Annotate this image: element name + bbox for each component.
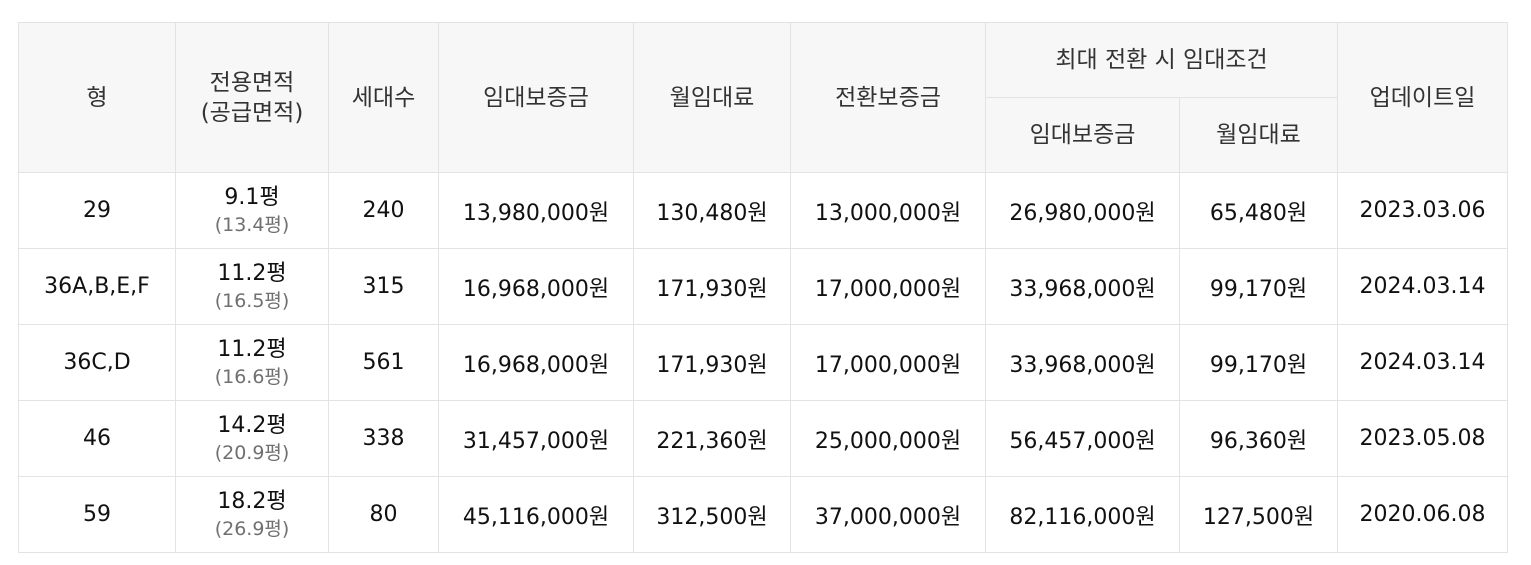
header-updated: 업데이트일 [1337, 22, 1508, 173]
cell-updated: 2023.05.08 [1337, 400, 1508, 477]
cell-area-supply: (16.6평) [214, 365, 290, 388]
cell-max-monthly-rent: 96,360원 [1179, 400, 1338, 477]
cell-monthly-rent: 171,930원 [633, 324, 791, 401]
cell-deposit: 45,116,000원 [438, 476, 634, 553]
table-row: 59 18.2평 (26.9평) 80 45,116,000원 312,500원… [18, 476, 1508, 553]
cell-conversion-deposit: 17,000,000원 [790, 324, 986, 401]
cell-monthly-rent: 130,480원 [633, 172, 791, 249]
cell-updated: 2023.03.06 [1337, 172, 1508, 249]
cell-area-exclusive: 9.1평 [224, 184, 280, 210]
cell-max-monthly-rent: 99,170원 [1179, 324, 1338, 401]
table-row: 46 14.2평 (20.9평) 338 31,457,000원 221,360… [18, 400, 1508, 477]
cell-max-deposit: 26,980,000원 [985, 172, 1180, 249]
cell-updated: 2024.03.14 [1337, 324, 1508, 401]
cell-type: 29 [18, 172, 176, 249]
cell-households: 338 [328, 400, 439, 477]
cell-max-monthly-rent: 65,480원 [1179, 172, 1338, 249]
cell-conversion-deposit: 17,000,000원 [790, 248, 986, 325]
cell-updated: 2020.06.08 [1337, 476, 1508, 553]
header-area: 전용면적 (공급면적) [175, 22, 329, 173]
header-type: 형 [18, 22, 176, 173]
table-header: 형 전용면적 (공급면적) 세대수 임대보증금 월임대료 전환보증금 최대 전환… [18, 22, 1508, 173]
header-max-conversion-group: 최대 전환 시 임대조건 [985, 22, 1338, 98]
cell-monthly-rent: 312,500원 [633, 476, 791, 553]
cell-max-deposit: 33,968,000원 [985, 324, 1180, 401]
cell-deposit: 13,980,000원 [438, 172, 634, 249]
cell-area: 11.2평 (16.5평) [175, 248, 329, 325]
cell-conversion-deposit: 13,000,000원 [790, 172, 986, 249]
cell-type: 36A,B,E,F [18, 248, 176, 325]
cell-deposit: 31,457,000원 [438, 400, 634, 477]
cell-households: 561 [328, 324, 439, 401]
cell-households: 315 [328, 248, 439, 325]
cell-deposit: 16,968,000원 [438, 248, 634, 325]
cell-max-deposit: 56,457,000원 [985, 400, 1180, 477]
cell-households: 80 [328, 476, 439, 553]
header-households: 세대수 [328, 22, 439, 173]
cell-max-monthly-rent: 127,500원 [1179, 476, 1338, 553]
table-body: 29 9.1평 (13.4평) 240 13,980,000원 130,480원… [18, 172, 1508, 553]
header-deposit: 임대보증금 [438, 22, 634, 173]
table-row: 36A,B,E,F 11.2평 (16.5평) 315 16,968,000원 … [18, 248, 1508, 325]
table-row: 29 9.1평 (13.4평) 240 13,980,000원 130,480원… [18, 172, 1508, 249]
cell-type: 36C,D [18, 324, 176, 401]
cell-conversion-deposit: 37,000,000원 [790, 476, 986, 553]
header-max-deposit: 임대보증금 [985, 97, 1180, 173]
cell-area-exclusive: 11.2평 [217, 260, 287, 286]
cell-area-supply: (16.5평) [214, 289, 290, 312]
cell-area-exclusive: 14.2평 [217, 412, 287, 438]
rent-table: 형 전용면적 (공급면적) 세대수 임대보증금 월임대료 전환보증금 최대 전환… [18, 22, 1508, 553]
cell-area: 9.1평 (13.4평) [175, 172, 329, 249]
cell-deposit: 16,968,000원 [438, 324, 634, 401]
header-area-line2: (공급면적) [200, 99, 304, 126]
table-row: 36C,D 11.2평 (16.6평) 561 16,968,000원 171,… [18, 324, 1508, 401]
cell-type: 59 [18, 476, 176, 553]
cell-max-monthly-rent: 99,170원 [1179, 248, 1338, 325]
header-monthly-rent: 월임대료 [633, 22, 791, 173]
cell-area-supply: (13.4평) [214, 213, 290, 236]
cell-area-exclusive: 11.2평 [217, 336, 287, 362]
cell-type: 46 [18, 400, 176, 477]
cell-area: 18.2평 (26.9평) [175, 476, 329, 553]
cell-area-supply: (26.9평) [214, 517, 290, 540]
header-max-monthly-rent: 월임대료 [1179, 97, 1338, 173]
cell-area: 14.2평 (20.9평) [175, 400, 329, 477]
header-area-line1: 전용면적 [209, 69, 295, 96]
cell-area-supply: (20.9평) [214, 441, 290, 464]
cell-max-deposit: 33,968,000원 [985, 248, 1180, 325]
cell-monthly-rent: 171,930원 [633, 248, 791, 325]
cell-monthly-rent: 221,360원 [633, 400, 791, 477]
header-conversion-deposit: 전환보증금 [790, 22, 986, 173]
cell-updated: 2024.03.14 [1337, 248, 1508, 325]
cell-conversion-deposit: 25,000,000원 [790, 400, 986, 477]
cell-area: 11.2평 (16.6평) [175, 324, 329, 401]
cell-area-exclusive: 18.2평 [217, 488, 287, 514]
cell-households: 240 [328, 172, 439, 249]
cell-max-deposit: 82,116,000원 [985, 476, 1180, 553]
